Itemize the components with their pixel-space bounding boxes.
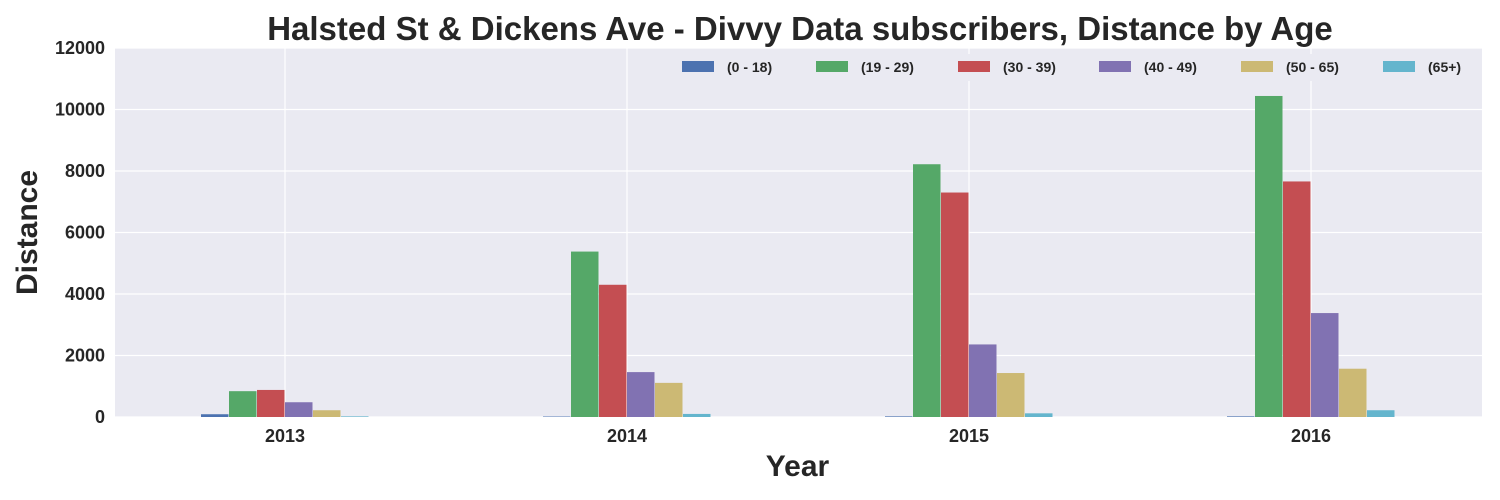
x-tick-label: 2013: [265, 426, 305, 446]
bar-2015-018: [885, 416, 913, 417]
legend-swatch: [1383, 61, 1415, 72]
bar-2016-5065: [1339, 368, 1367, 417]
bar-2016-018: [1227, 416, 1255, 417]
legend-swatch: [1241, 61, 1273, 72]
legend-label: (0 - 18): [727, 59, 772, 75]
y-tick-label: 0: [95, 407, 105, 427]
bar-2014-4049: [627, 372, 655, 417]
bar-2016-1929: [1255, 95, 1283, 417]
bar-2015-3039: [941, 192, 969, 417]
bars: [201, 95, 1395, 417]
y-axis-label: Distance: [11, 170, 44, 295]
bar-2016-4049: [1311, 313, 1339, 417]
y-tick-label: 4000: [65, 284, 105, 304]
y-tick-label: 6000: [65, 223, 105, 243]
legend-swatch: [1099, 61, 1131, 72]
y-tick-label: 10000: [55, 100, 105, 120]
bar-2015-65+: [1025, 413, 1053, 417]
x-tick-labels: 2013 2014 2015 2016: [265, 426, 1331, 446]
x-tick-label: 2016: [1291, 426, 1331, 446]
bar-2013-3039: [257, 389, 285, 417]
legend-label: (40 - 49): [1144, 59, 1197, 75]
bar-2013-018: [201, 414, 229, 417]
legend: (0 - 18) (19 - 29) (30 - 39) (40 - 49) (50 -…: [674, 54, 1479, 81]
y-tick-label: 2000: [65, 346, 105, 366]
bar-2015-1929: [913, 164, 941, 417]
bar-2013-4049: [285, 402, 313, 417]
bar-2016-65+: [1367, 410, 1395, 417]
x-tick-label: 2014: [607, 426, 647, 446]
bar-2013-5065: [313, 410, 341, 417]
legend-box: [674, 54, 1479, 81]
legend-swatch: [958, 61, 990, 72]
legend-label: (65+): [1428, 59, 1461, 75]
bar-2014-5065: [655, 382, 683, 417]
x-axis-label: Year: [766, 450, 830, 483]
y-tick-labels: 0 2000 4000 6000 8000 10000 12000: [55, 38, 105, 427]
legend-label: (50 - 65): [1286, 59, 1339, 75]
y-tick-label: 8000: [65, 161, 105, 181]
legend-label: (19 - 29): [861, 59, 914, 75]
bar-2013-65+: [341, 416, 369, 417]
legend-swatch: [816, 61, 848, 72]
bar-2016-3039: [1283, 181, 1311, 417]
legend-swatch: [682, 61, 714, 72]
bar-2014-3039: [599, 284, 627, 417]
x-tick-label: 2015: [949, 426, 989, 446]
bar-2014-65+: [683, 413, 711, 417]
bar-2014-1929: [571, 251, 599, 417]
legend-label: (30 - 39): [1003, 59, 1056, 75]
chart-title: Halsted St & Dickens Ave - Divvy Data su…: [267, 10, 1333, 47]
bar-2015-5065: [997, 373, 1025, 417]
bar-2013-1929: [229, 391, 257, 417]
y-tick-label: 12000: [55, 38, 105, 58]
bar-2015-4049: [969, 344, 997, 417]
